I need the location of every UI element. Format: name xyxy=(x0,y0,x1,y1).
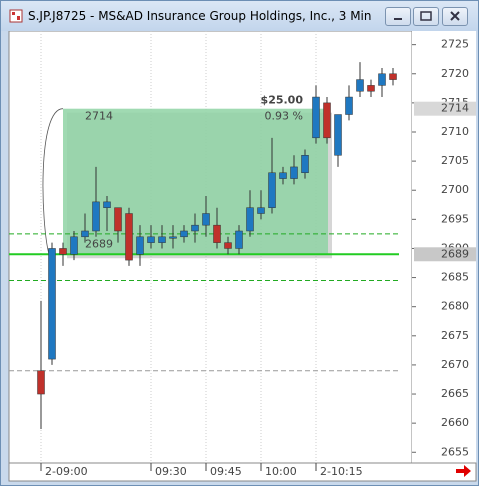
candle-body xyxy=(136,236,144,255)
candle-body xyxy=(81,230,89,238)
candle-body xyxy=(290,166,298,179)
time-axis xyxy=(8,462,477,482)
candle-body xyxy=(37,370,45,395)
candle-body xyxy=(70,236,78,255)
x-tick-label: 2-10:15 xyxy=(320,465,363,478)
candle-body xyxy=(389,73,397,80)
candle-body xyxy=(92,201,100,232)
y-tick-label: 2725 xyxy=(441,38,469,51)
measure-connector xyxy=(42,108,64,255)
candle-body xyxy=(301,155,309,174)
candle-body xyxy=(147,236,155,243)
candle-body xyxy=(114,207,122,232)
candle-body xyxy=(158,236,166,243)
candle-body xyxy=(334,114,342,156)
candle-body xyxy=(213,224,221,243)
candle-body xyxy=(224,242,232,249)
app-icon xyxy=(9,9,23,23)
y-tick-label: 2695 xyxy=(441,212,469,225)
x-tick-label: 10:00 xyxy=(265,465,297,478)
measure-low-label: 2689 xyxy=(85,237,113,250)
x-tick-label: 09:45 xyxy=(210,465,242,478)
candle-body xyxy=(59,248,67,255)
maximize-button[interactable] xyxy=(413,7,439,26)
price-marker-label: 2714 xyxy=(441,102,469,115)
y-tick-label: 2675 xyxy=(441,329,469,342)
chart: 2655266026652670267526802685269026952700… xyxy=(8,31,477,482)
measure-percent: 0.93 % xyxy=(265,110,303,123)
price-marker-label: 2689 xyxy=(441,247,469,260)
candle-body xyxy=(356,79,364,92)
measure-change: $25.00 xyxy=(261,94,304,107)
y-tick-label: 2655 xyxy=(441,445,469,458)
y-tick-label: 2670 xyxy=(441,358,469,371)
candle-body xyxy=(125,213,133,261)
candle-body xyxy=(202,213,210,226)
window-title: S.JP.J8725 - MS&AD Insurance Group Holdi… xyxy=(28,9,372,23)
price-marker xyxy=(414,101,476,116)
candle-body xyxy=(235,230,243,249)
minimize-button[interactable] xyxy=(385,7,411,26)
y-tick-label: 2685 xyxy=(441,271,469,284)
y-tick-label: 2710 xyxy=(441,125,469,138)
y-tick-label: 2660 xyxy=(441,416,469,429)
close-button[interactable] xyxy=(442,7,468,26)
y-tick-label: 2665 xyxy=(441,387,469,400)
scroll-arrow[interactable] xyxy=(456,465,471,477)
title-bar: S.JP.J8725 - MS&AD Insurance Group Holdi… xyxy=(1,1,478,31)
candle-body xyxy=(367,85,375,92)
candle-body xyxy=(268,172,276,208)
candle-body xyxy=(48,248,56,360)
candle-body xyxy=(279,172,287,179)
candle-body xyxy=(323,102,331,139)
price-marker xyxy=(414,247,476,262)
candle-body xyxy=(103,201,111,208)
y-tick-label: 2680 xyxy=(441,300,469,313)
candle-body xyxy=(378,73,386,86)
candle-body xyxy=(246,207,254,232)
measure-high-label: 2714 xyxy=(85,110,113,123)
y-tick-label: 2720 xyxy=(441,67,469,80)
candle-body xyxy=(169,236,177,239)
candle-body xyxy=(180,230,188,238)
candle-body xyxy=(191,224,199,232)
x-tick-label: 09:30 xyxy=(155,465,187,478)
x-tick-label: 2-09:00 xyxy=(45,465,88,478)
candle-body xyxy=(345,96,353,115)
y-tick-label: 2705 xyxy=(441,154,469,167)
candle-body xyxy=(312,96,320,139)
candle-body xyxy=(257,207,265,214)
y-tick-label: 2700 xyxy=(441,183,469,196)
